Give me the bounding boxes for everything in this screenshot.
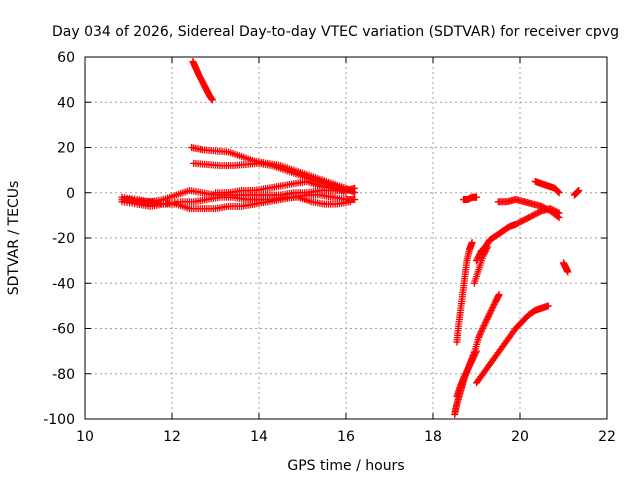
data-point [480,321,488,329]
data-point [481,318,489,326]
data-point [554,208,562,216]
data-point [472,349,480,357]
series-arc-rise-a [453,239,476,346]
y-tick-label: 20 [57,141,75,157]
data-points [118,58,583,418]
data-point [489,303,497,311]
y-tick-label: -20 [52,231,75,247]
data-point [477,328,485,336]
data-point [471,350,479,358]
data-point [473,257,480,265]
data-point [483,315,491,323]
y-tick-label: -100 [43,412,75,428]
y-tick-label: -40 [52,276,75,292]
data-point [475,252,483,260]
data-point [484,312,492,320]
data-point [544,302,552,310]
data-point [465,362,473,370]
data-point [151,198,159,206]
data-point [470,352,478,360]
data-point [465,364,473,372]
x-tick-label: 22 [598,429,616,445]
x-tick-label: 16 [337,429,355,445]
data-point [495,291,503,299]
data-point [482,317,490,325]
data-point [475,334,483,342]
data-point [461,371,469,379]
y-tick-label: 40 [57,95,75,111]
y-tick-label: -60 [52,322,75,338]
series-arc-21-right [570,186,583,199]
series-arc-20-right [531,177,563,197]
data-point [460,373,468,381]
x-tick-label: 14 [250,429,268,445]
data-point [490,300,498,308]
data-point [473,255,481,263]
axis-ticks: 10 12 14 16 18 20 22 -100 -80 -60 -40 -20 0 20 40 60 [43,50,616,445]
series-arc-small-left [118,196,159,206]
data-point [468,239,476,247]
data-point [479,323,487,331]
data-point [554,188,562,196]
data-point [475,332,483,340]
data-point [351,184,359,192]
data-point [475,251,483,259]
data-point [481,320,489,328]
data-point [477,329,485,337]
x-tick-label: 12 [163,429,181,445]
data-point [467,358,475,366]
data-point [487,306,495,314]
data-point [462,370,470,378]
data-point [466,361,474,369]
x-tick-label: 18 [424,429,442,445]
series-arc-18-small [459,193,480,204]
data-point [346,198,354,206]
series-arc-rise-c [453,347,480,400]
data-point [476,331,484,339]
series-arc-14h-bump [212,177,350,197]
data-point [467,359,475,367]
series-arc-steep-descent [189,58,216,104]
data-point [485,311,493,319]
data-point [555,189,563,197]
chart-title: Day 034 of 2026, Sidereal Day-to-day VTE… [52,24,619,40]
data-point [474,254,482,262]
data-point [473,193,480,201]
data-point [208,96,216,104]
data-point [575,186,583,194]
data-point [554,187,562,195]
data-point [463,367,471,375]
x-axis-title: GPS time / hours [287,458,404,474]
data-point [342,189,350,197]
data-point [488,305,496,313]
data-point [489,302,497,310]
series-arc-21-drop [560,259,572,276]
data-point [468,356,476,364]
y-tick-label: -80 [52,367,75,383]
series-arc-rise-e [473,205,563,265]
data-point [479,325,487,332]
data-point [486,309,494,317]
data-point [555,209,563,217]
data-point [459,374,467,382]
data-point [487,308,495,316]
grid-lines [85,57,607,419]
data-point [478,326,486,334]
y-tick-label: 60 [57,50,75,66]
data-point [462,368,470,376]
data-point [470,353,478,361]
y-tick-label: 0 [66,186,75,202]
y-axis-title: SDTVAR / TECUs [6,181,22,296]
x-tick-label: 20 [511,429,529,445]
data-point [351,196,359,204]
data-point [469,355,477,363]
data-point [484,314,492,322]
x-tick-label: 10 [76,429,94,445]
data-point [473,347,480,355]
data-point [464,365,472,373]
data-point [564,268,572,276]
series-arc-rise-f [473,302,552,387]
